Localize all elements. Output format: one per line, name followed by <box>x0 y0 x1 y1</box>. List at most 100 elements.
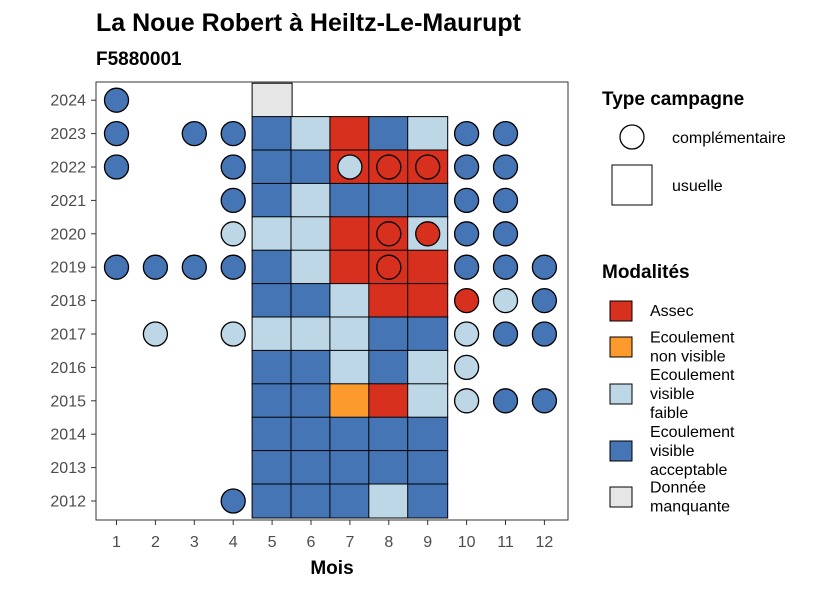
x-tick-label-4: 4 <box>229 534 238 551</box>
tile-2022-5 <box>251 149 293 185</box>
point-2022-7 <box>337 154 363 180</box>
tile-2023-8 <box>368 116 410 152</box>
tile-2016-8 <box>368 349 410 385</box>
point-2023-3 <box>181 120 207 147</box>
point-2022-1 <box>103 154 130 180</box>
point-2017-2 <box>142 321 169 347</box>
plot-panel <box>95 81 569 521</box>
point-2016-10 <box>453 354 480 381</box>
y-axis: 2012 2013 2014 2015 2016 2017 2018 2019 2020 2021… <box>50 93 96 511</box>
complementaire-points <box>103 87 558 514</box>
legend-key-circle-icon <box>619 124 645 150</box>
tile-2014-9 <box>407 416 449 452</box>
tile-2014-8 <box>368 416 410 452</box>
y-tick-label-2012: 2012 <box>50 494 86 511</box>
y-tick-label-2017: 2017 <box>50 327 86 344</box>
point-2023-1 <box>103 120 130 147</box>
tile-2023-6 <box>290 116 332 152</box>
point-2022-8 <box>376 154 402 180</box>
tile-2019-5 <box>251 249 293 285</box>
point-2020-8 <box>376 221 402 247</box>
tile-2016-7 <box>329 349 371 385</box>
chart-subtitle: F5880001 <box>96 49 182 70</box>
tile-2021-8 <box>368 182 410 218</box>
legend-key-assec <box>609 300 633 322</box>
y-tick-label-2016: 2016 <box>50 360 86 377</box>
y-tick-label-2023: 2023 <box>50 126 86 143</box>
point-2023-4 <box>220 120 246 147</box>
tile-2023-7 <box>329 116 371 152</box>
x-tick-label-1: 1 <box>112 534 121 551</box>
tile-2020-7 <box>329 216 371 252</box>
point-2024-1 <box>103 87 130 113</box>
y-tick-label-2021: 2021 <box>50 193 86 210</box>
point-2018-11 <box>492 287 519 314</box>
tile-2016-5 <box>251 349 293 385</box>
tile-2014-5 <box>251 416 293 452</box>
x-tick-label-11: 11 <box>497 534 514 551</box>
point-2015-10 <box>453 388 480 414</box>
legend-type-title: Type campagne <box>602 89 744 110</box>
tile-2013-8 <box>368 450 410 486</box>
x-tick-label-7: 7 <box>345 534 354 551</box>
point-2022-10 <box>453 154 480 180</box>
tile-2017-5 <box>251 316 293 352</box>
point-2019-3 <box>181 254 207 280</box>
tile-2013-9 <box>407 450 449 486</box>
tile-2021-9 <box>407 182 449 218</box>
legend-label-faible-line-2: visible <box>650 386 695 403</box>
tile-2024-5 <box>251 82 293 118</box>
point-2019-1 <box>103 254 130 280</box>
point-2019-8 <box>376 254 402 280</box>
legend-label-nv-line-1: Ecoulement <box>650 330 735 347</box>
legend-label-complementaire: complémentaire <box>672 130 786 147</box>
x-tick-label-6: 6 <box>307 534 316 551</box>
tile-2021-5 <box>251 182 293 218</box>
point-2021-10 <box>453 187 480 214</box>
tile-2012-6 <box>290 483 332 519</box>
legend-type-campagne: Type campagne complémentaire usuelle <box>602 89 786 206</box>
tile-2012-8 <box>368 483 410 519</box>
tile-2018-6 <box>290 283 332 319</box>
tile-2015-9 <box>407 383 449 419</box>
legend-key-faible <box>609 383 633 405</box>
tile-2016-6 <box>290 349 332 385</box>
x-tick-label-9: 9 <box>423 534 432 551</box>
point-2020-10 <box>453 221 480 247</box>
x-tick-label-12: 12 <box>536 534 554 551</box>
point-2020-9 <box>415 221 441 247</box>
y-tick-label-2015: 2015 <box>50 393 86 410</box>
point-2018-12 <box>531 287 558 314</box>
tile-2018-7 <box>329 283 371 319</box>
tile-2020-5 <box>251 216 293 252</box>
usuelle-tiles <box>251 82 449 519</box>
point-2019-11 <box>492 254 519 280</box>
legend-label-faible-line-1: Ecoulement <box>650 367 735 384</box>
tile-2016-9 <box>407 349 449 385</box>
tile-2018-5 <box>251 283 293 319</box>
tile-2018-8 <box>368 283 410 319</box>
y-tick-label-2022: 2022 <box>50 160 86 177</box>
legend-label-manquante-line-1: Donnée <box>650 480 706 497</box>
point-2019-10 <box>453 254 480 280</box>
y-tick-label-2018: 2018 <box>50 293 86 310</box>
x-tick-label-2: 2 <box>151 534 160 551</box>
tile-2014-6 <box>290 416 332 452</box>
tile-2013-6 <box>290 450 332 486</box>
point-2022-11 <box>492 154 519 180</box>
point-2023-10 <box>453 120 480 147</box>
tile-2018-9 <box>407 283 449 319</box>
tile-2013-5 <box>251 450 293 486</box>
tile-2014-7 <box>329 416 371 452</box>
tile-2012-5 <box>251 483 293 519</box>
x-tick-label-8: 8 <box>384 534 393 551</box>
tile-2012-9 <box>407 483 449 519</box>
point-2022-9 <box>415 154 441 180</box>
tile-2015-6 <box>290 383 332 419</box>
tile-2015-5 <box>251 383 293 419</box>
y-tick-label-2024: 2024 <box>50 93 86 110</box>
legend-label-faible-line-3: faible <box>650 405 688 422</box>
tile-2017-9 <box>407 316 449 352</box>
x-tick-label-3: 3 <box>190 534 199 551</box>
